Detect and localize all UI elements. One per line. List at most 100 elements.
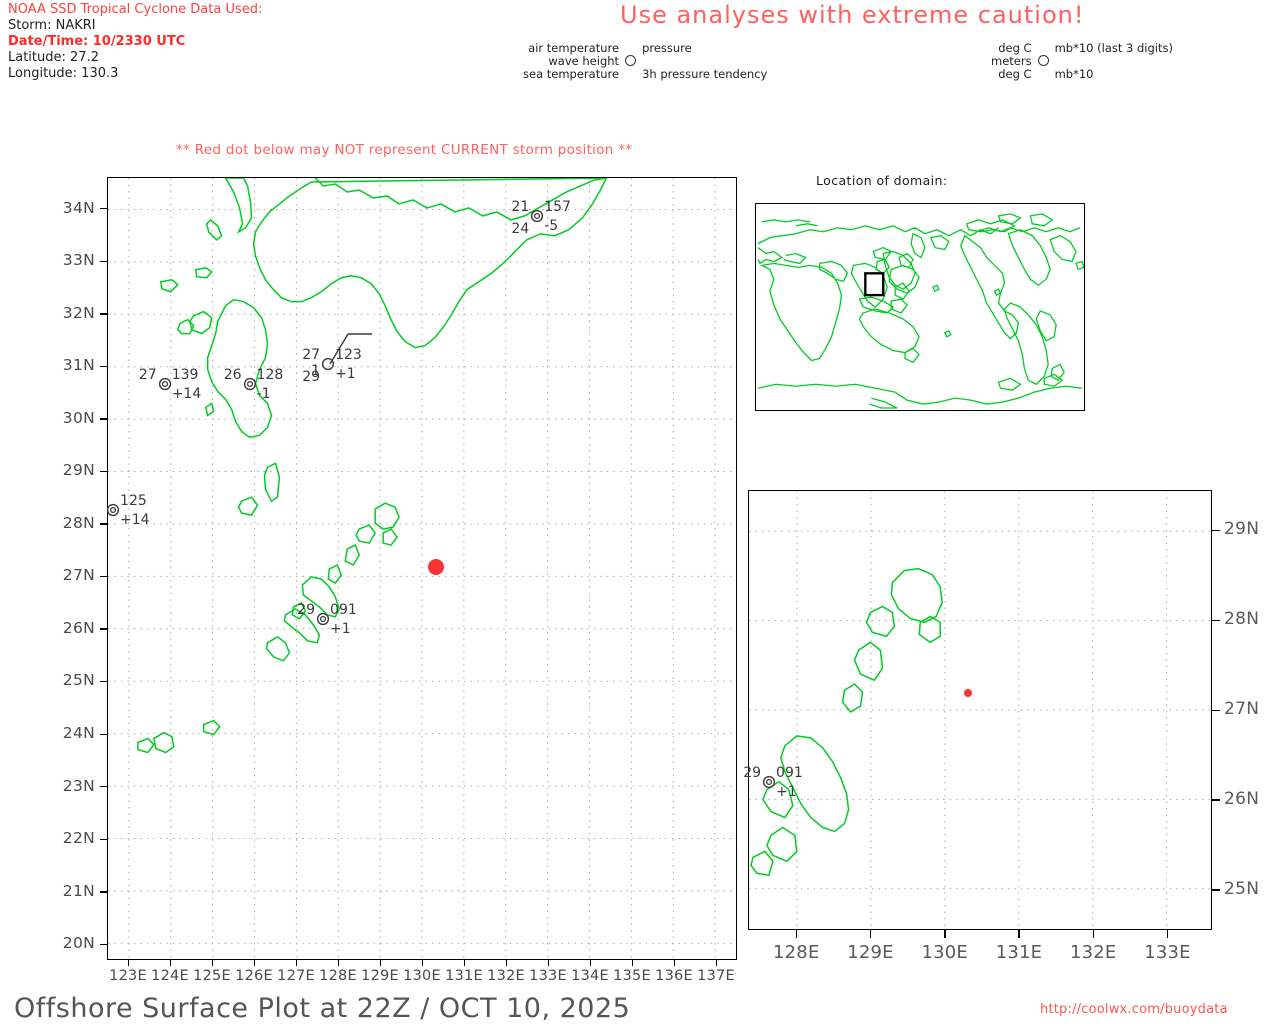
y-axis-tick [100,838,107,841]
y-axis-label: 28N [1224,609,1260,630]
page-title: Offshore Surface Plot at 22Z / OCT 10, 2… [14,993,631,1024]
y-axis-label: 22N [62,829,95,848]
x-axis-tick [715,960,717,966]
x-axis-label: 123E [109,968,147,984]
pressure-tendency-value: +1 [335,365,356,382]
storm-longitude-line: Longitude: 130.3 [8,66,119,81]
y-axis-label: 33N [62,251,95,270]
main-domain-map[interactable]: 21 24 157 -5 27 1 29 123 +1 27 139 +14 26 128 -1 125 +14… [106,177,737,960]
y-axis-label: 25N [62,671,95,690]
y-axis-label: 23N [62,776,95,795]
pressure-value: 091 [776,764,803,781]
double-circle-icon [531,209,544,222]
zoom-inset-map[interactable]: 29 091 +1 [743,490,1212,930]
main-map-canvas [108,178,736,959]
y-axis-label: 28N [62,513,95,532]
storm-datetime-line: Date/Time: 10/2330 UTC [8,34,186,49]
legend-units-sea-temperature: deg C [998,67,1032,81]
y-axis-tick [100,208,107,210]
pressure-tendency-value: -5 [544,217,559,234]
y-axis-label: 30N [62,408,95,427]
y-axis-tick [100,418,107,420]
pressure-tendency-value: +1 [330,620,351,637]
y-axis-tick [100,680,107,683]
x-axis-label: 131E [445,968,483,984]
station-circle-icon [1037,55,1049,66]
y-axis-label: 21N [62,881,95,900]
legend-station-circle-cell [622,42,639,81]
double-circle-icon [158,377,171,391]
y-axis-tick [100,628,107,630]
main-map-gridlines [108,178,736,959]
y-axis-label: 27N [62,566,95,585]
pressure-tendency-value: +1 [776,783,797,800]
pressure-value: 139 [171,366,199,383]
caution-banner: Use analyses with extreme caution! [620,1,1085,29]
air-temperature-value: 26 [223,366,242,383]
y-axis-tick [100,786,107,788]
legend-pressure-label: pressure [642,41,692,55]
pressure-tendency-value: -1 [256,385,271,402]
y-axis-label: 24N [62,724,95,743]
x-axis-tick [421,960,423,966]
world-map-coastlines [757,213,1084,409]
world-locator-map[interactable] [755,203,1085,411]
x-axis-tick [1018,930,1020,938]
x-axis-tick [127,960,129,966]
x-axis-tick [169,960,171,966]
y-axis-tick [100,943,107,946]
inset-map-canvas [749,491,1211,929]
y-axis-tick [1212,529,1220,532]
y-axis-label: 29N [1224,519,1260,540]
air-temperature-value: 21 [511,198,530,215]
x-axis-label: 127E [277,968,315,984]
y-axis-label: 26N [62,618,95,637]
x-axis-label: 128E [772,942,820,963]
x-axis-label: 133E [1144,942,1191,963]
y-axis-label: 25N [1224,878,1260,899]
y-axis-tick [100,891,107,893]
y-axis-tick [100,313,107,315]
x-axis-tick [253,960,255,966]
y-axis-tick [100,523,107,525]
storm-position-marker [964,689,972,698]
x-axis-label: 131E [995,942,1043,963]
y-axis-tick [100,575,107,578]
legend-units-wave-height: meters [991,54,1032,68]
pressure-value: 125 [120,493,147,510]
x-axis-label: 132E [487,968,525,984]
inset-map-gridlines [749,491,1211,929]
x-axis-tick [211,960,213,966]
source-url: http://coolwx.com/buoydata [1040,1002,1228,1017]
x-axis-tick [379,960,381,966]
storm-latitude-line: Latitude: 27.2 [8,50,99,65]
legend-air-temperature-label: air temperature [528,41,620,55]
x-axis-label: 125E [193,968,231,984]
storm-position-warning: ** Red dot below may NOT represent CURRE… [176,142,633,158]
x-axis-tick [795,930,798,938]
legend-units-pressure-tendency: mb*10 [1054,67,1094,81]
x-axis-tick [1092,930,1095,938]
single-circle-icon [321,357,335,370]
x-axis-label: 136E [655,968,693,984]
x-axis-tick [295,960,297,966]
sea-temperature-value: 24 [511,220,530,237]
main-map-coastlines [137,178,608,754]
y-axis-tick [100,733,107,735]
x-axis-tick [505,960,507,966]
air-temperature-value: 29 [743,764,762,781]
x-axis-label: 132E [1069,942,1117,963]
y-axis-label: 32N [62,303,95,322]
x-axis-tick [673,960,675,966]
y-axis-tick [1212,619,1220,622]
pressure-tendency-value: +14 [120,512,150,529]
storm-info-block: NOAA SSD Tropical Cyclone Data Used: Sto… [8,2,262,82]
y-axis-label: 29N [62,461,95,480]
domain-locator-label: Location of domain: [816,173,948,188]
world-map-canvas [757,213,1084,409]
pressure-value: 128 [256,366,284,383]
double-circle-icon [316,612,330,625]
x-axis-label: 126E [235,968,273,984]
pressure-value: 123 [335,346,362,363]
y-axis-label: 20N [62,934,95,953]
